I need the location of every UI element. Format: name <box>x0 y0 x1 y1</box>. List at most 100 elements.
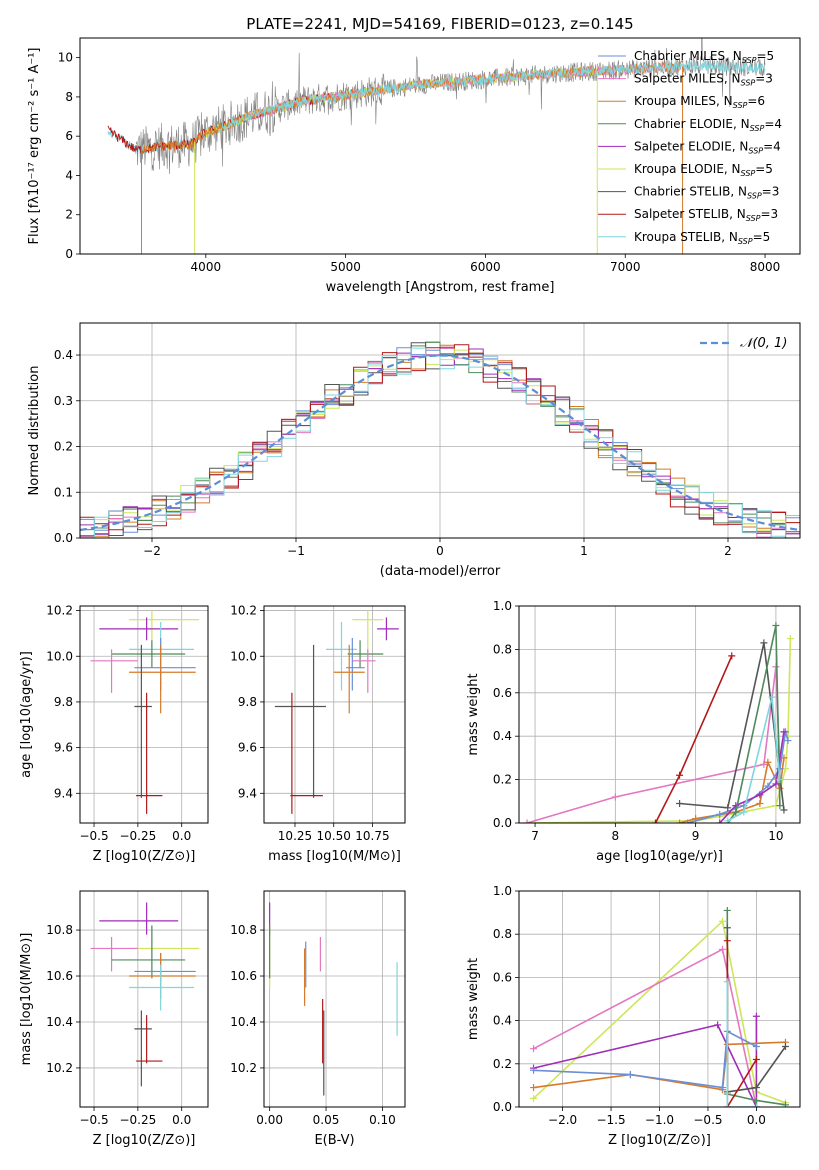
x-tick-label: 1 <box>580 544 588 558</box>
x-tick-label: 8000 <box>750 260 781 274</box>
errorbar-point <box>129 644 196 714</box>
y-axis-label: mass [log10(M/M⊙)] <box>19 933 34 1066</box>
y-tick-label: 0.8 <box>493 927 512 941</box>
axes-frame <box>263 890 406 1108</box>
legend-label: Chabrier ELODIE, NSSP=4 <box>634 117 782 133</box>
x-tick-label: 4000 <box>191 260 222 274</box>
plot-area <box>90 902 200 1087</box>
plus-marker <box>684 819 692 823</box>
grid <box>519 890 800 1108</box>
legend-value: =4 <box>764 117 782 131</box>
x-tick-label: 0.0 <box>172 1113 191 1127</box>
panel-weight-vs-Z: −2.0 −1.5 −1.0 −0.5 0.0 0.0 0.2 0.4 0.6 0.8 1.0 Z [… <box>466 884 801 1148</box>
panel-residuals: −2 −1 0 1 2 0.0 0.1 0.2 0.3 0.4 (data-model)/error… <box>27 322 801 579</box>
figure-title: PLATE=2241, MJD=54169, FIBERID=0123, z=0… <box>246 15 633 33</box>
plus-marker <box>756 791 764 799</box>
axes: 7 8 9 10 0.0 0.2 0.4 0.6 0.8 1.0 age [log10(age/yr… <box>466 599 801 864</box>
x-tick-label: −0.5 <box>79 1113 108 1127</box>
x-tick-label: 0.05 <box>313 1113 340 1127</box>
errorbar-point <box>129 964 194 1011</box>
plus-marker <box>768 693 776 701</box>
plus-marker <box>786 635 794 643</box>
y-tick-label: 10.6 <box>230 969 257 983</box>
legend-value: =6 <box>747 94 765 108</box>
plus-marker <box>756 799 764 807</box>
plus-marker <box>716 819 724 823</box>
axes-frame <box>263 605 406 824</box>
legend-value: =5 <box>755 162 773 176</box>
x-axis-label: E(B-V) <box>314 1133 354 1148</box>
y-tick-label: 0.4 <box>54 348 73 362</box>
plus-marker <box>530 1094 538 1102</box>
model-spectrum-line <box>219 60 766 132</box>
errorbar-point <box>111 925 186 979</box>
x-tick-label: 0.0 <box>172 829 191 843</box>
y-tick-label: 4 <box>65 168 73 182</box>
histogram-step <box>80 347 800 538</box>
y-tick-label: 9.8 <box>238 695 257 709</box>
errorbar-point <box>134 637 196 691</box>
legend-value: =4 <box>763 139 781 153</box>
panel-weight-vs-age: 7 8 9 10 0.0 0.2 0.4 0.6 0.8 1.0 age [log10(age/yr… <box>466 599 801 864</box>
y-tick-label: 9.6 <box>54 741 73 755</box>
x-tick-label: 5000 <box>330 260 361 274</box>
y-tick-label: 10.8 <box>46 923 73 937</box>
legend-label: Kroupa ELODIE, NSSP=5 <box>634 162 773 178</box>
y-axis-label: age [log10(age/yr)] <box>19 651 34 778</box>
axes-frame <box>79 322 801 539</box>
errorbar-point <box>333 644 365 714</box>
axes-frame <box>518 890 801 1108</box>
y-tick-label: 10.2 <box>46 1061 73 1075</box>
y-tick-label: 10.6 <box>46 969 73 983</box>
legend-value: =5 <box>756 49 774 63</box>
plot-area <box>274 610 399 814</box>
plot-area <box>80 341 800 538</box>
y-tick-label: 0.0 <box>54 531 73 545</box>
errorbar-point <box>99 617 179 641</box>
x-tick-label: −0.25 <box>119 1113 156 1127</box>
errorbar-point <box>352 610 384 657</box>
weight-line <box>726 981 757 1107</box>
errorbar-point <box>134 644 152 798</box>
weight-line <box>533 1016 758 1107</box>
plus-marker <box>732 808 740 816</box>
grid <box>264 606 405 823</box>
plus-marker <box>718 945 726 953</box>
y-tick-label: 10.4 <box>46 1015 73 1029</box>
x-axis-label: mass [log10(M/M⊙)] <box>268 849 401 864</box>
errorbar-point <box>136 692 163 814</box>
weight-line <box>679 642 785 811</box>
x-axis-label: wavelength [Angstrom, rest frame] <box>326 280 555 295</box>
legend-value: =5 <box>753 230 771 244</box>
errorbar-point <box>347 640 384 668</box>
plus-marker <box>752 1012 760 1020</box>
plus-marker <box>676 771 684 779</box>
y-tick-label: 0.4 <box>493 1014 512 1028</box>
plus-marker <box>752 1103 760 1107</box>
x-tick-label: −1.0 <box>645 1113 674 1127</box>
errorbar-point <box>352 649 376 693</box>
x-tick-label: −0.5 <box>693 1113 722 1127</box>
plus-marker <box>676 799 684 807</box>
errorbar-point <box>111 640 186 668</box>
legend-label: Chabrier MILES, NSSP=5 <box>634 49 774 65</box>
plus-marker <box>723 906 731 914</box>
legend-label: Kroupa MILES, NSSP=6 <box>634 94 765 110</box>
legend-subscript: SSP <box>742 56 757 65</box>
legend-label: Chabrier STELIB, NSSP=3 <box>634 185 779 201</box>
plus-marker <box>530 1045 538 1053</box>
legend-subscript: SSP <box>748 146 763 155</box>
x-tick-label: 6000 <box>470 260 501 274</box>
plus-marker <box>728 652 736 660</box>
plus-marker <box>772 622 780 630</box>
plus-marker <box>714 1021 722 1029</box>
plus-marker <box>772 663 780 671</box>
plus-marker <box>760 760 768 768</box>
legend-subscript: SSP <box>746 214 761 223</box>
histogram-step <box>80 344 800 534</box>
x-axis-label: (data-model)/error <box>380 564 501 579</box>
plus-marker <box>740 808 748 816</box>
y-tick-label: 10.8 <box>230 923 257 937</box>
y-tick-label: 8 <box>65 90 73 104</box>
legend-subscript: SSP <box>747 192 762 201</box>
